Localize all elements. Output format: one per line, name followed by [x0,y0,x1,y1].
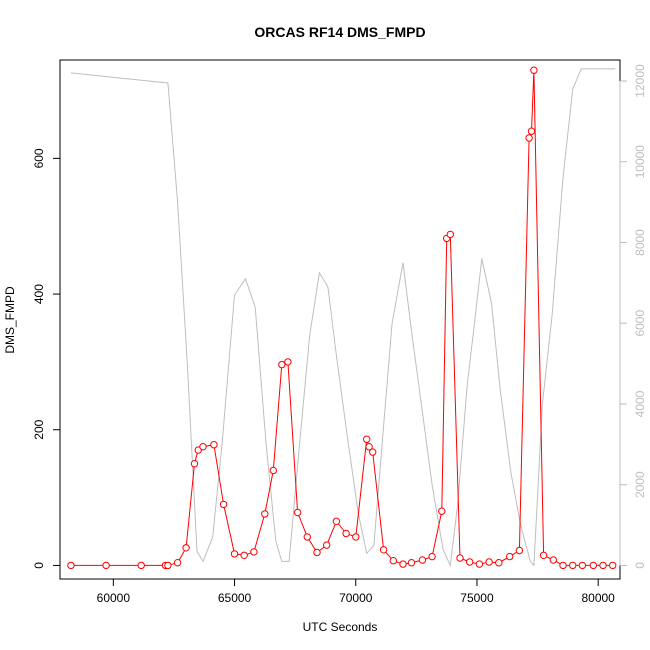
data-point [485,558,493,566]
y-axis-label: DMS_FMPD [3,286,17,354]
data-point [407,559,416,567]
x-tick-label: 60000 [97,591,131,605]
data-point [495,559,503,567]
chart-title: ORCAS RF14 DMS_FMPD [254,24,425,40]
data-point [609,561,617,570]
data-point [578,561,587,570]
data-point [569,561,577,570]
data-point [332,517,341,525]
y2-tick-label: 2000 [633,471,647,498]
data-point [365,443,373,451]
data-point [342,529,350,538]
data-point [589,561,597,570]
y-tick-label: 0 [32,562,46,569]
data-point [456,554,464,562]
data-point [446,230,454,239]
y2-tick-label: 8000 [633,229,647,256]
data-point [250,548,258,556]
data-point [230,550,239,558]
y2-tick-label: 0 [633,562,647,569]
data-point [269,466,277,475]
y2-tick-label: 10000 [633,145,647,179]
series-layer [67,66,617,570]
data-point [240,551,248,559]
data-point [438,507,446,515]
data-point [475,560,484,568]
data-point [190,460,199,468]
data-point [418,556,427,564]
axes-layer: 60000 65000 70000 75000 80000020040060002000… [32,64,647,605]
data-point [173,559,182,567]
data-point [525,134,533,142]
data-point [549,556,557,564]
data-point [369,448,377,456]
data-point [599,561,607,570]
series-line-left [70,70,613,566]
data-point [278,360,286,369]
data-point [466,558,474,566]
data-point [303,533,311,541]
y-tick-label: 600 [32,148,46,168]
x-tick-label: 70000 [339,591,373,605]
data-point [182,544,190,552]
data-point [323,541,331,549]
data-point [199,443,207,451]
series-line-right [70,68,616,568]
data-point [137,561,145,570]
x-tick-label: 65000 [218,591,252,605]
data-point [428,552,436,561]
y2-tick-label: 4000 [633,390,647,417]
data-point [284,358,292,366]
x-tick-label: 75000 [460,591,494,605]
x-tick-label: 80000 [581,591,615,605]
data-point [559,561,567,570]
data-point [293,508,302,517]
y-tick-label: 200 [32,419,46,439]
data-point [389,557,397,565]
y2-tick-label: 12000 [633,64,647,98]
x-axis-label: UTC Seconds [303,620,378,634]
data-point [219,500,228,509]
data-point [527,127,536,135]
data-point [352,533,360,541]
data-point [363,435,371,443]
y-tick-label: 400 [32,284,46,304]
data-point [210,441,218,449]
y2-tick-label: 6000 [633,310,647,337]
data-point [530,66,538,74]
data-point [164,561,172,570]
data-point [102,561,110,570]
data-point [539,551,548,559]
data-point [313,548,321,557]
data-point [506,552,514,561]
data-point [379,546,388,554]
data-point [67,561,75,570]
data-point [261,510,269,518]
plot-frame [59,59,621,580]
data-point [399,560,407,568]
data-point [515,546,524,555]
